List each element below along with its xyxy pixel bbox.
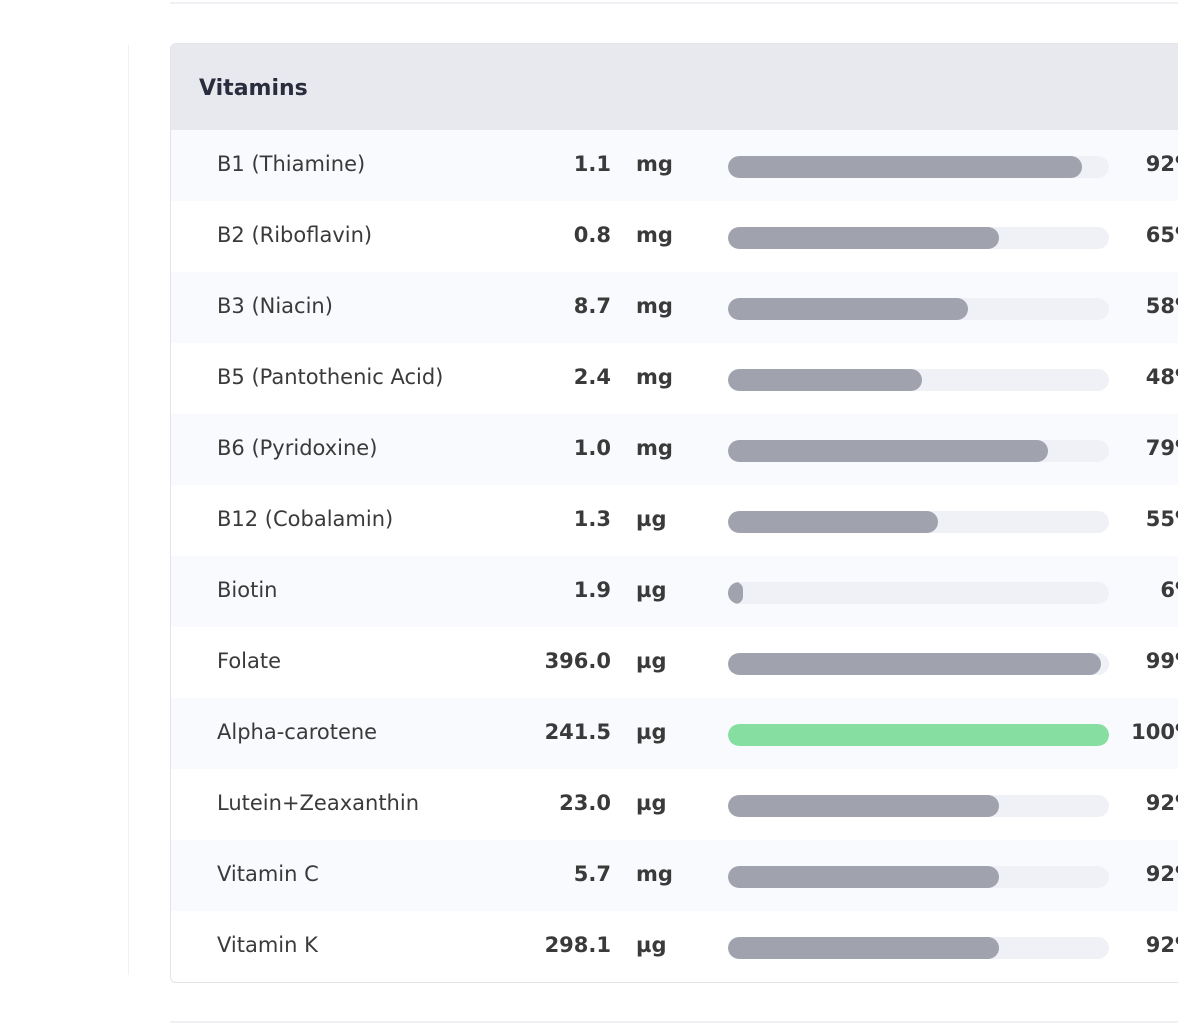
nutrient-unit: µg [636, 578, 667, 602]
progress-fill [728, 156, 1083, 178]
nutrient-percent: 92% [1145, 933, 1178, 957]
nutrient-unit: mg [636, 365, 673, 389]
nutrient-amount: 23.0 [559, 791, 611, 815]
progress-fill [728, 369, 923, 391]
vitamins-card: Vitamins B1 (Thiamine) 1.1 mg 92% B2 (Ribofl… [170, 43, 1178, 983]
nutrient-row: B1 (Thiamine) 1.1 mg 92% [171, 130, 1178, 201]
card-header: Vitamins [171, 44, 1178, 130]
nutrient-name: B6 (Pyridoxine) [217, 436, 378, 460]
nutrient-amount: 0.8 [573, 223, 611, 247]
nutrient-name: B12 (Cobalamin) [217, 507, 394, 531]
nutrient-amount: 241.5 [544, 720, 611, 744]
nutrient-percent: 48% [1145, 365, 1178, 389]
nutrient-name: Vitamin C [217, 862, 319, 886]
progress-track [728, 440, 1109, 462]
nutrient-unit: mg [636, 862, 673, 886]
nutrient-name: Lutein+Zeaxanthin [217, 791, 420, 815]
progress-track [728, 511, 1109, 533]
progress-track [728, 298, 1109, 320]
progress-track [728, 582, 1109, 604]
progress-track [728, 227, 1109, 249]
nutrient-percent: 58% [1145, 294, 1178, 318]
progress-fill [728, 795, 999, 817]
nutrient-percent: 100% [1131, 720, 1178, 744]
nutrient-amount: 8.7 [573, 294, 611, 318]
nutrient-unit: mg [636, 436, 673, 460]
progress-fill [728, 724, 1109, 746]
nutrient-row: B3 (Niacin) 8.7 mg 58% [171, 272, 1178, 343]
nutrient-unit: mg [636, 223, 673, 247]
nutrient-row: Folate 396.0 µg 99% [171, 627, 1178, 698]
section-title: Vitamins [199, 76, 308, 101]
nutrient-row: B5 (Pantothenic Acid) 2.4 mg 48% [171, 343, 1178, 414]
progress-track [728, 653, 1109, 675]
nutrient-percent: 92% [1145, 152, 1178, 176]
nutrient-name: B1 (Thiamine) [217, 152, 366, 176]
divider [170, 2, 1178, 4]
progress-fill [728, 298, 969, 320]
nutrient-percent: 65% [1145, 223, 1178, 247]
nutrient-amount: 1.3 [573, 507, 611, 531]
nutrient-amount: 5.7 [573, 862, 611, 886]
divider [170, 1021, 1178, 1023]
progress-track [728, 795, 1109, 817]
nutrient-unit: µg [636, 933, 667, 957]
rows: B1 (Thiamine) 1.1 mg 92% B2 (Riboflavin) 0.8 m… [171, 130, 1178, 982]
nutrient-unit: mg [636, 294, 673, 318]
nutrient-percent: 99% [1145, 649, 1178, 673]
progress-track [728, 369, 1109, 391]
nutrient-amount: 2.4 [573, 365, 611, 389]
nutrient-name: B5 (Pantothenic Acid) [217, 365, 444, 389]
progress-track [728, 866, 1109, 888]
nutrient-unit: µg [636, 791, 667, 815]
nutrient-percent: 92% [1145, 862, 1178, 886]
progress-track [728, 156, 1109, 178]
nutrient-row: Biotin 1.9 µg 6% [171, 556, 1178, 627]
nutrient-unit: µg [636, 720, 667, 744]
progress-fill [728, 866, 999, 888]
nutrient-name: Biotin [217, 578, 278, 602]
nutrient-row: B12 (Cobalamin) 1.3 µg 55% [171, 485, 1178, 556]
nutrient-percent: 79% [1145, 436, 1178, 460]
nutrient-name: Vitamin K [217, 933, 318, 957]
progress-fill [728, 511, 938, 533]
nutrient-row: Vitamin K 298.1 µg 92% [171, 911, 1178, 982]
nutrient-amount: 298.1 [544, 933, 611, 957]
nutrient-amount: 1.9 [573, 578, 611, 602]
nutrient-row: Lutein+Zeaxanthin 23.0 µg 92% [171, 769, 1178, 840]
nutrient-percent: 92% [1145, 791, 1178, 815]
nutrient-row: B6 (Pyridoxine) 1.0 mg 79% [171, 414, 1178, 485]
nutrient-unit: mg [636, 152, 673, 176]
nutrient-unit: µg [636, 507, 667, 531]
nutrient-percent: 55% [1145, 507, 1178, 531]
nutrient-name: Folate [217, 649, 282, 673]
progress-fill [728, 440, 1049, 462]
progress-track [728, 937, 1109, 959]
nutrient-percent: 6% [1160, 578, 1178, 602]
nutrient-name: B2 (Riboflavin) [217, 223, 373, 247]
nutrient-amount: 1.0 [573, 436, 611, 460]
nutrient-name: Alpha-carotene [217, 720, 378, 744]
nutrient-amount: 1.1 [573, 152, 611, 176]
progress-fill [728, 582, 744, 604]
progress-fill [728, 937, 999, 959]
nutrient-amount: 396.0 [544, 649, 611, 673]
nutrient-unit: µg [636, 649, 667, 673]
divider [128, 45, 129, 975]
progress-fill [728, 227, 999, 249]
nutrient-row: Alpha-carotene 241.5 µg 100% [171, 698, 1178, 769]
nutrient-name: B3 (Niacin) [217, 294, 333, 318]
progress-fill [728, 653, 1102, 675]
progress-track [728, 724, 1109, 746]
nutrient-row: B2 (Riboflavin) 0.8 mg 65% [171, 201, 1178, 272]
nutrient-row: Vitamin C 5.7 mg 92% [171, 840, 1178, 911]
